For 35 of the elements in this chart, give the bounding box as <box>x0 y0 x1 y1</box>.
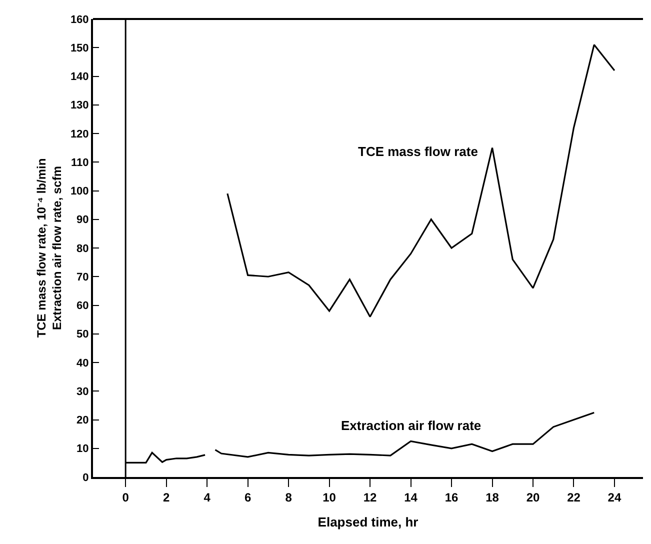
x-tick-label: 18 <box>486 490 500 504</box>
x-tick-label: 4 <box>204 490 211 504</box>
y-tick-label: 40 <box>76 357 89 370</box>
series-label: TCE mass flow rate <box>358 144 478 159</box>
y-tick-label: 160 <box>70 14 89 26</box>
x-tick-label: 22 <box>567 490 581 504</box>
series-label: Extraction air flow rate <box>341 418 482 433</box>
y-tick-label: 80 <box>76 242 89 255</box>
y-axis-title: TCE mass flow rate, 10⁻⁴ lb/min Extraction air flow rate, scfm <box>34 158 64 338</box>
x-axis-title: Elapsed time, hr <box>318 514 418 530</box>
y-tick-label: 140 <box>70 71 89 84</box>
x-tick-label: 12 <box>363 490 378 504</box>
y-tick-label: 50 <box>76 328 89 341</box>
y-tick-label: 130 <box>70 100 89 112</box>
y-tick-label: 0 <box>82 472 89 484</box>
line-series <box>226 44 616 318</box>
x-tick-label: 24 <box>608 490 622 504</box>
y-tick-label: 120 <box>70 128 89 140</box>
x-tick-label: 16 <box>444 490 459 504</box>
y-tick-label: 90 <box>76 214 89 226</box>
x-tick-label: 0 <box>122 490 130 504</box>
y-tick-label: 110 <box>71 156 89 169</box>
y-tick-label: 20 <box>76 414 89 427</box>
y-tick-label: 150 <box>70 42 89 54</box>
y-tick-label: 30 <box>76 386 89 398</box>
x-tick-label: 20 <box>526 490 540 504</box>
y-tick-label: 60 <box>76 300 89 312</box>
x-tick-label: 14 <box>404 490 418 504</box>
x-tick-label: 10 <box>322 490 336 504</box>
y-tick-label: 70 <box>76 271 89 284</box>
x-tick-label: 8 <box>285 490 292 504</box>
x-tick-label: 6 <box>244 490 252 504</box>
x-tick-label: 2 <box>162 490 170 504</box>
y-tick-label: 10 <box>76 443 89 456</box>
y-tick-label: 100 <box>70 186 89 198</box>
